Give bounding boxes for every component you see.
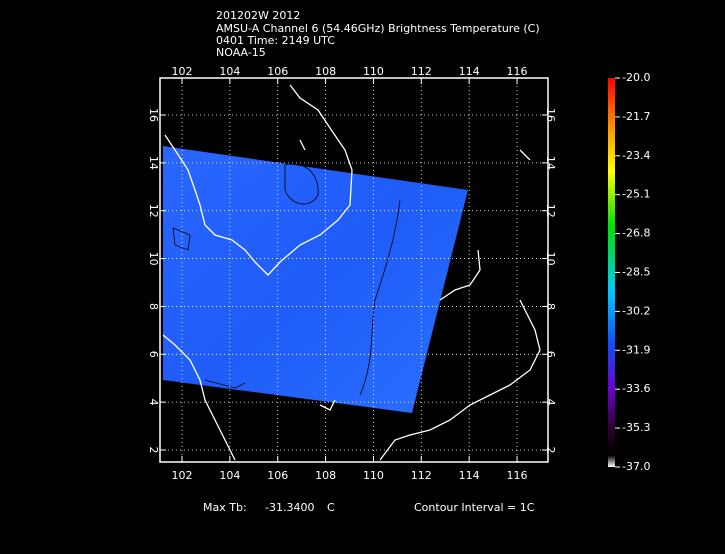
contour-line <box>172 163 401 396</box>
lon-label: 106 <box>267 469 288 482</box>
lat-label: 10 <box>147 252 160 266</box>
lat-label: 16 <box>147 108 160 122</box>
data-swath <box>163 146 468 413</box>
max-unit: C <box>327 501 335 514</box>
lat-label: 8 <box>544 303 557 310</box>
lat-label: 2 <box>147 447 160 454</box>
lat-label: 6 <box>544 351 557 358</box>
colorbar-label: -26.8 <box>622 227 650 240</box>
lon-label: 112 <box>411 469 432 482</box>
title-line: AMSU-A Channel 6 (54.46GHz) Brightness T… <box>216 22 540 35</box>
colorbar-label: -25.1 <box>622 188 650 201</box>
lat-label: 12 <box>544 204 557 218</box>
lon-label: 116 <box>507 65 528 78</box>
lon-label: 114 <box>459 65 480 78</box>
max-value: -31.3400 <box>265 501 314 514</box>
lon-label: 110 <box>363 65 384 78</box>
lat-label: 14 <box>147 156 160 170</box>
coastline <box>162 84 541 461</box>
lon-label: 110 <box>363 469 384 482</box>
lat-label: 16 <box>544 108 557 122</box>
lon-label: 108 <box>315 469 336 482</box>
lat-label: 2 <box>544 447 557 454</box>
colorbar-label: -33.6 <box>622 382 650 395</box>
contour-interval: Contour Interval = 1C <box>414 501 535 514</box>
colorbar-label: -35.3 <box>622 421 650 434</box>
title-line: NOAA-15 <box>216 46 266 59</box>
lat-label: 14 <box>544 156 557 170</box>
header: 201202W 2012 AMSU-A Channel 6 (54.46GHz)… <box>216 9 540 59</box>
colorbar-label: -28.5 <box>622 266 650 279</box>
lon-label: 106 <box>267 65 288 78</box>
colorbar-label: -21.7 <box>622 110 650 123</box>
lon-label: 112 <box>411 65 432 78</box>
max-label: Max Tb: <box>203 501 247 514</box>
lon-label: 114 <box>459 469 480 482</box>
lon-label: 116 <box>507 469 528 482</box>
title-line: 0401 Time: 2149 UTC <box>216 34 335 47</box>
lon-label: 102 <box>172 65 193 78</box>
lon-label: 108 <box>315 65 336 78</box>
colorbar <box>608 78 615 467</box>
lon-label: 104 <box>219 65 240 78</box>
lat-label: 10 <box>544 252 557 266</box>
colorbar-label: -31.9 <box>622 343 650 356</box>
colorbar-label: -20.0 <box>622 71 650 84</box>
lat-label: 12 <box>147 204 160 218</box>
title-line: 201202W 2012 <box>216 9 300 22</box>
colorbar-label: -30.2 <box>622 304 650 317</box>
lat-label: 8 <box>147 303 160 310</box>
colorbar-label: -37.0 <box>622 460 650 473</box>
lat-label: 4 <box>147 399 160 406</box>
lat-label: 4 <box>544 399 557 406</box>
lat-label: 6 <box>147 351 160 358</box>
footer: Max Tb: -31.3400 C Contour Interval = 1C <box>203 501 535 514</box>
lon-label: 104 <box>219 469 240 482</box>
colorbar-label: -23.4 <box>622 149 650 162</box>
map-frame <box>159 77 549 463</box>
lon-label: 102 <box>172 469 193 482</box>
